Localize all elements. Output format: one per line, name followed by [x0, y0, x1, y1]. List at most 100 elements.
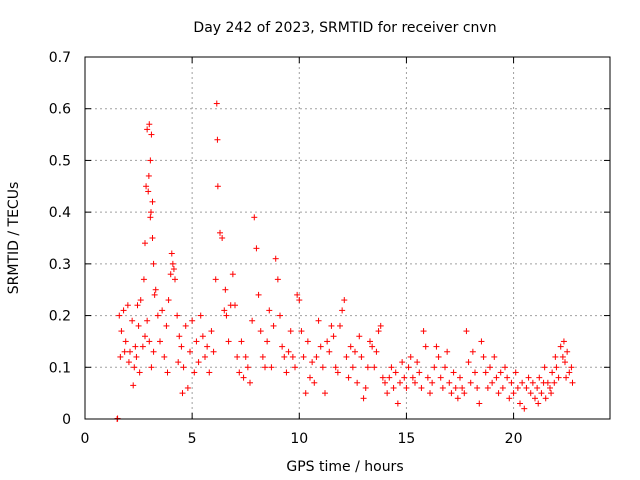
data-point: [484, 384, 491, 391]
data-point: [379, 374, 386, 381]
data-point: [163, 322, 170, 329]
data-point: [159, 307, 166, 314]
data-point: [360, 395, 367, 402]
data-point: [142, 333, 148, 340]
data-point: [219, 235, 226, 241]
data-point: [129, 317, 136, 324]
data-point: [529, 379, 536, 386]
data-point: [307, 374, 313, 381]
data-point: [319, 364, 326, 371]
data-point: [214, 183, 221, 190]
data-point: [409, 374, 416, 381]
data-point: [465, 359, 472, 366]
data-point: [262, 364, 268, 371]
data-point: [538, 390, 545, 397]
data-point: [217, 229, 223, 236]
data-point: [519, 379, 526, 386]
data-point: [143, 183, 150, 190]
y-tick-label: 0.4: [49, 205, 71, 221]
grid: [85, 57, 610, 419]
data-point: [536, 374, 543, 381]
data-point: [373, 348, 380, 355]
data-point: [270, 322, 277, 329]
data-point: [377, 322, 384, 329]
data-point: [253, 245, 260, 252]
data-point: [289, 353, 296, 360]
data-point: [179, 390, 186, 397]
data-point: [212, 276, 219, 283]
data-point: [304, 338, 311, 345]
data-point: [317, 343, 324, 350]
data-point: [122, 338, 129, 345]
data-point: [259, 353, 266, 360]
data-point: [176, 333, 183, 340]
data-point: [222, 286, 229, 293]
data-point: [274, 276, 281, 283]
data-point: [495, 390, 502, 397]
chart-title: Day 242 of 2023, SRMTID for receiver cnv…: [193, 20, 496, 36]
data-point: [437, 374, 444, 381]
data-point: [431, 364, 438, 371]
data-point: [553, 364, 560, 371]
data-point: [347, 343, 354, 350]
data-point: [146, 121, 153, 128]
data-point: [221, 307, 228, 314]
data-point: [199, 333, 206, 340]
data-point: [563, 374, 570, 381]
data-point: [375, 328, 382, 335]
x-tick-label: 20: [505, 431, 523, 447]
data-point: [541, 364, 548, 371]
data-point: [134, 302, 141, 309]
data-point: [125, 359, 132, 366]
data-point: [287, 328, 294, 335]
data-point: [144, 126, 151, 133]
data-point: [463, 328, 470, 335]
x-tick-label: 10: [290, 431, 308, 447]
y-tick-labels: 0 0.1 0.2 0.3 0.4 0.5 0.6 0.7: [49, 50, 71, 428]
data-point: [403, 384, 410, 391]
data-point: [124, 302, 131, 309]
data-point: [390, 384, 397, 391]
data-point: [459, 384, 466, 391]
data-point: [418, 384, 425, 391]
data-point: [478, 338, 485, 345]
data-point: [472, 369, 478, 376]
data-point: [309, 359, 316, 366]
data-point: [236, 369, 243, 376]
data-point: [535, 400, 542, 407]
data-point: [356, 333, 363, 340]
data-point: [552, 353, 559, 360]
data-point: [281, 353, 288, 360]
data-point: [369, 343, 376, 350]
data-point: [532, 395, 538, 402]
data-point: [117, 353, 124, 360]
data-point: [149, 235, 156, 241]
data-point: [371, 364, 378, 371]
data-point: [461, 390, 468, 397]
data-point: [566, 369, 573, 376]
data-point: [165, 297, 172, 304]
data-point: [367, 338, 373, 345]
data-point: [341, 297, 348, 304]
data-point: [208, 328, 215, 335]
data-point: [474, 384, 481, 391]
data-point: [439, 384, 446, 391]
data-point: [139, 343, 146, 350]
data-point: [135, 322, 142, 329]
data-point: [168, 250, 175, 257]
data-point: [560, 338, 567, 345]
data-point: [147, 214, 154, 221]
y-tick-label: 0.7: [49, 50, 71, 66]
data-point: [140, 276, 147, 283]
data-point: [114, 415, 121, 422]
data-point: [264, 338, 271, 345]
data-point: [279, 343, 286, 350]
data-point: [130, 382, 137, 389]
data-point: [521, 405, 528, 412]
data-point: [225, 338, 232, 345]
y-tick-label: 0.5: [49, 153, 71, 169]
data-point: [294, 291, 301, 298]
data-point: [298, 328, 305, 335]
data-point: [249, 317, 256, 324]
data-point: [174, 312, 181, 319]
